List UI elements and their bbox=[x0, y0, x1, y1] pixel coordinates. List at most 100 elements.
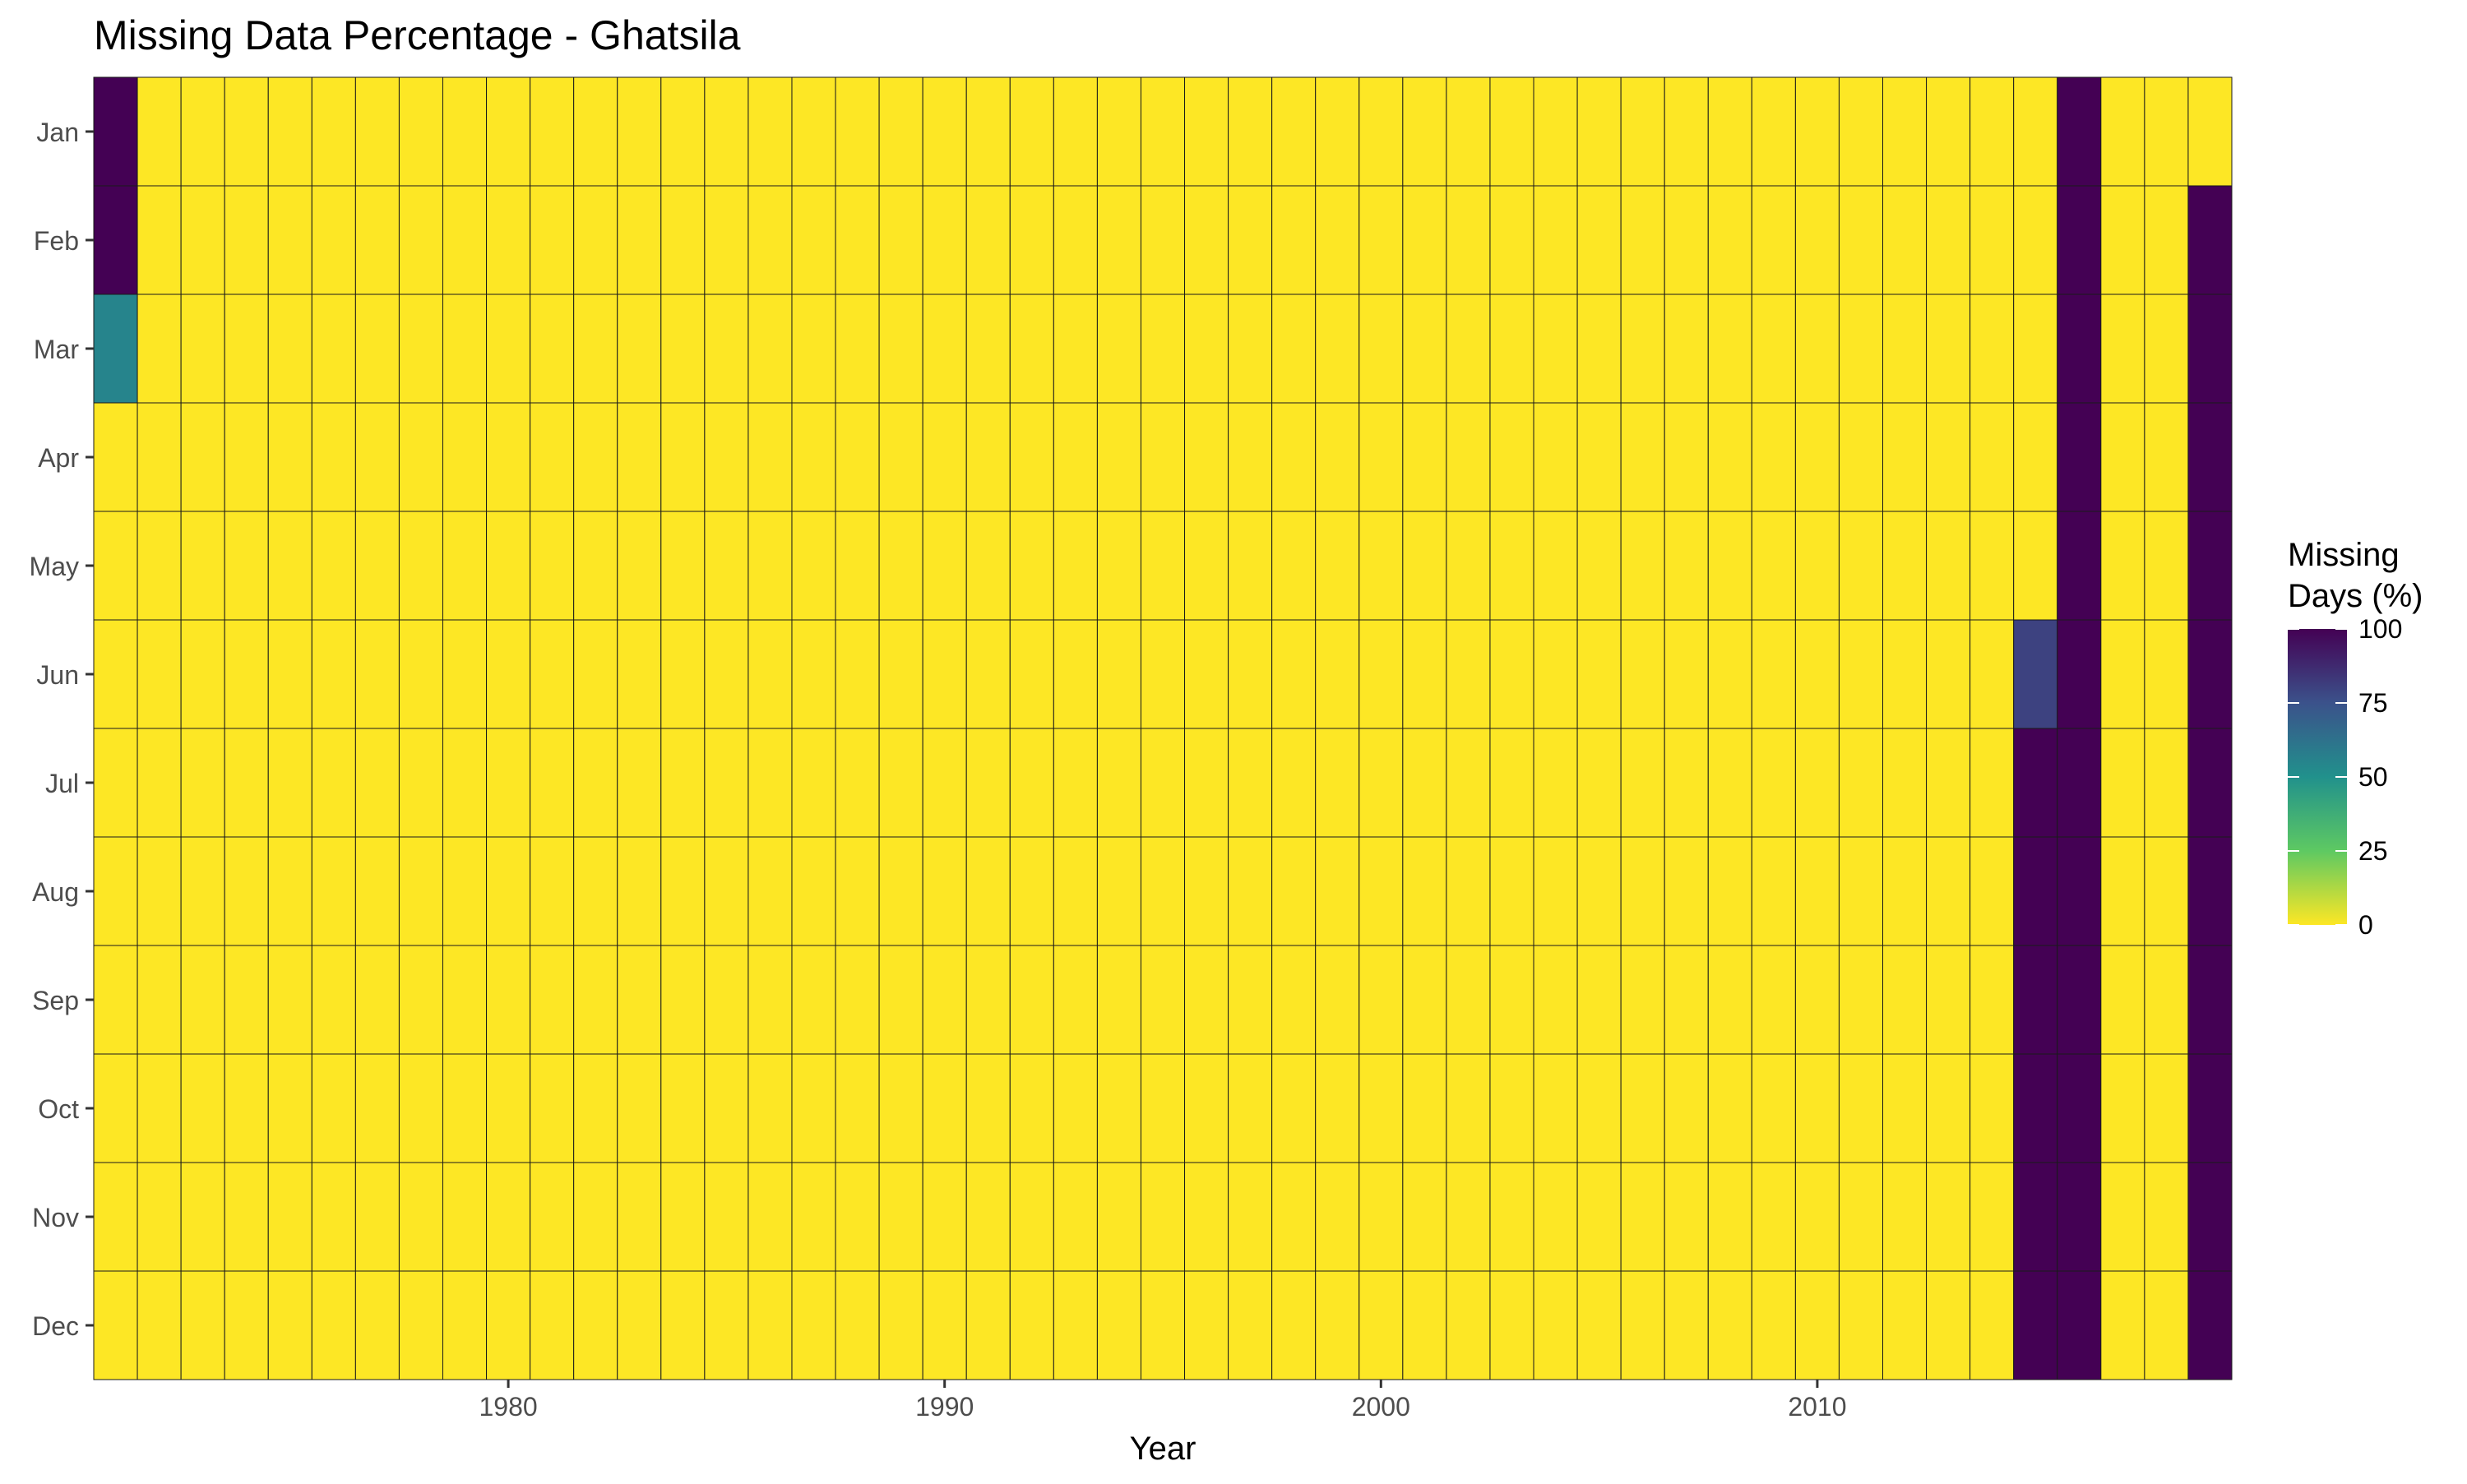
heatmap-cell bbox=[2013, 1162, 2058, 1272]
heatmap-cell bbox=[224, 1162, 269, 1272]
heatmap-cell bbox=[748, 728, 793, 838]
heatmap-cell bbox=[1096, 836, 1141, 946]
heatmap-cell bbox=[965, 619, 1011, 729]
heatmap-cell bbox=[267, 294, 312, 404]
heatmap-cell bbox=[748, 1162, 793, 1272]
heatmap-cell bbox=[1271, 619, 1317, 729]
heatmap-cell bbox=[1315, 76, 1360, 187]
heatmap-cell bbox=[93, 619, 138, 729]
heatmap-cell bbox=[573, 76, 618, 187]
y-tick-label: Feb bbox=[34, 226, 79, 256]
heatmap-cell bbox=[1009, 402, 1054, 512]
heatmap-cell bbox=[1228, 294, 1273, 404]
heatmap-cell bbox=[311, 619, 356, 729]
heatmap-cell bbox=[1096, 294, 1141, 404]
heatmap-cell bbox=[922, 836, 967, 946]
y-tick-label: Jul bbox=[45, 769, 79, 798]
heatmap-cell bbox=[922, 294, 967, 404]
heatmap-cell bbox=[2144, 728, 2189, 838]
heatmap-cell bbox=[1882, 1162, 1928, 1272]
heatmap-cell bbox=[93, 294, 138, 404]
heatmap-cell bbox=[1358, 836, 1404, 946]
heatmap-cell bbox=[1096, 76, 1141, 187]
heatmap-cell bbox=[748, 619, 793, 729]
heatmap-cell bbox=[2144, 1270, 2189, 1380]
heatmap-cell bbox=[1446, 402, 1491, 512]
heatmap-cell bbox=[1838, 728, 1884, 838]
heatmap-cell bbox=[922, 1053, 967, 1163]
heatmap-cell bbox=[1969, 402, 2015, 512]
heatmap-cell bbox=[878, 402, 923, 512]
heatmap-cell bbox=[1664, 511, 1709, 621]
heatmap-cell bbox=[1969, 1162, 2015, 1272]
heatmap-cell bbox=[93, 1270, 138, 1380]
heatmap-cell bbox=[1969, 728, 2015, 838]
heatmap-cell bbox=[1271, 294, 1317, 404]
heatmap-cell bbox=[748, 76, 793, 187]
heatmap-cell bbox=[486, 1270, 531, 1380]
heatmap-cell bbox=[1271, 1270, 1317, 1380]
heatmap-cell bbox=[1751, 294, 1796, 404]
heatmap-cell bbox=[311, 945, 356, 1055]
heatmap-cell bbox=[617, 294, 662, 404]
heatmap-cell bbox=[1140, 945, 1186, 1055]
heatmap-cell bbox=[1315, 619, 1360, 729]
heatmap-cell bbox=[486, 185, 531, 295]
heatmap-cell bbox=[442, 945, 488, 1055]
heatmap-cell bbox=[1620, 511, 1665, 621]
heatmap-cell bbox=[965, 511, 1011, 621]
heatmap-cell bbox=[354, 511, 400, 621]
heatmap-cell bbox=[1620, 402, 1665, 512]
heatmap-cell bbox=[311, 836, 356, 946]
heatmap-cell bbox=[965, 1053, 1011, 1163]
heatmap-cell bbox=[354, 402, 400, 512]
heatmap-cell bbox=[1489, 1270, 1534, 1380]
heatmap-cell bbox=[530, 76, 575, 187]
heatmap-cell bbox=[1358, 728, 1404, 838]
heatmap-cell bbox=[2100, 836, 2145, 946]
heatmap-cell bbox=[660, 945, 706, 1055]
heatmap-cell bbox=[1620, 728, 1665, 838]
heatmap-cell bbox=[1882, 728, 1928, 838]
heatmap-cell bbox=[1794, 402, 1840, 512]
heatmap-cell bbox=[1664, 619, 1709, 729]
heatmap-cell bbox=[2057, 836, 2102, 946]
heatmap-cell bbox=[1402, 619, 1447, 729]
heatmap-cell bbox=[1794, 945, 1840, 1055]
heatmap-cell bbox=[1926, 511, 1971, 621]
legend-tick-label: 0 bbox=[2358, 910, 2373, 940]
heatmap-cell bbox=[1184, 185, 1229, 295]
heatmap-cell bbox=[137, 836, 182, 946]
heatmap-cell bbox=[1838, 619, 1884, 729]
heatmap-cell bbox=[1053, 76, 1098, 187]
heatmap-cell bbox=[1838, 185, 1884, 295]
y-tick-label: Nov bbox=[32, 1203, 79, 1232]
heatmap-cell bbox=[617, 1162, 662, 1272]
heatmap-cell bbox=[311, 511, 356, 621]
heatmap-cell bbox=[180, 402, 225, 512]
heatmap-cell bbox=[791, 1053, 836, 1163]
heatmap-cell bbox=[878, 836, 923, 946]
heatmap-cell bbox=[1576, 728, 1622, 838]
heatmap-cell bbox=[2187, 945, 2233, 1055]
heatmap-cell bbox=[1009, 1270, 1054, 1380]
heatmap-cell bbox=[1489, 728, 1534, 838]
heatmap-cell bbox=[1315, 945, 1360, 1055]
heatmap-cell bbox=[1794, 619, 1840, 729]
heatmap-cell bbox=[1315, 1270, 1360, 1380]
heatmap-cell bbox=[748, 836, 793, 946]
heatmap-cell bbox=[1838, 402, 1884, 512]
heatmap-cell bbox=[354, 1053, 400, 1163]
heatmap-cell bbox=[2100, 1270, 2145, 1380]
heatmap-cell bbox=[1794, 76, 1840, 187]
heatmap-cell bbox=[1664, 1162, 1709, 1272]
heatmap-cell bbox=[965, 185, 1011, 295]
heatmap-cell bbox=[660, 1053, 706, 1163]
heatmap-cell bbox=[1576, 836, 1622, 946]
heatmap-cell bbox=[137, 76, 182, 187]
heatmap-cell bbox=[267, 76, 312, 187]
heatmap-cell bbox=[2057, 1162, 2102, 1272]
heatmap-cell bbox=[922, 511, 967, 621]
heatmap-cell bbox=[1576, 294, 1622, 404]
heatmap-cell bbox=[617, 76, 662, 187]
